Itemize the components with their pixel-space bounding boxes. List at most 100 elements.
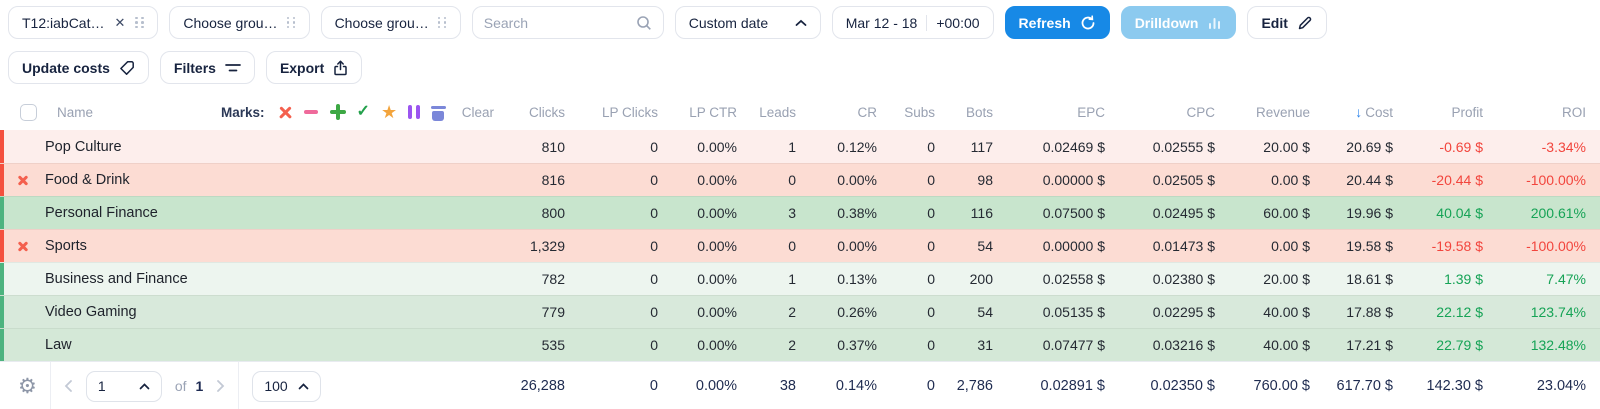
column-header-revenue[interactable]: Revenue: [1255, 104, 1310, 120]
table-row[interactable]: Sports 1,329 0 0.00% 0 0.00% 0 54 0.00000 $ 0.014…: [0, 229, 1600, 262]
cell-profit: -0.69 $: [1439, 138, 1483, 155]
drag-handle-icon[interactable]: [286, 16, 296, 29]
sort-desc-icon: ↓: [1355, 104, 1363, 120]
cell-lp_clicks: 0: [650, 205, 658, 221]
column-header-lp_ctr[interactable]: LP CTR: [689, 104, 737, 120]
cell-bots: 200: [969, 271, 993, 287]
cell-roi: 200.61%: [1530, 205, 1586, 221]
page-number-value: 1: [97, 378, 106, 394]
column-header-profit[interactable]: Profit: [1451, 104, 1483, 120]
cell-roi: -100.00%: [1526, 238, 1586, 254]
column-header-clicks[interactable]: Clicks: [529, 104, 565, 120]
cell-profit: -20.44 $: [1431, 172, 1483, 188]
table-row[interactable]: Food & Drink 816 0 0.00% 0 0.00% 0 98 0.00000 $ 0…: [0, 163, 1600, 196]
date-preset-dropdown[interactable]: Custom date: [674, 6, 821, 39]
cell-bots: 54: [977, 238, 993, 254]
total-roi: 23.04%: [1536, 378, 1586, 394]
cell-lp_clicks: 0: [650, 238, 658, 254]
cell-clicks: 535: [541, 337, 565, 353]
drag-handle-icon[interactable]: [135, 16, 144, 29]
bar-chart-icon: [1209, 18, 1221, 29]
column-header-epc[interactable]: EPC: [1077, 104, 1105, 120]
table-row[interactable]: Law 535 0 0.00% 2 0.37% 0 31 0.07477 $ 0.03216 $ 4…: [0, 328, 1600, 361]
drag-handle-icon[interactable]: [437, 16, 447, 29]
cell-profit: 1.39 $: [1444, 271, 1483, 287]
cell-clicks: 782: [541, 271, 565, 287]
column-header-bots[interactable]: Bots: [965, 104, 993, 120]
export-icon: [334, 60, 348, 75]
date-range-label: Mar 12 - 18: [845, 14, 918, 31]
search-input[interactable]: [483, 14, 628, 31]
cell-lp_ctr: 0.00%: [697, 304, 737, 320]
column-header-cpc[interactable]: CPC: [1186, 104, 1215, 120]
cell-subs: 0: [927, 238, 935, 254]
search-box[interactable]: [471, 6, 664, 39]
table-row[interactable]: Personal Finance 800 0 0.00% 3 0.38% 0 116 0.075…: [0, 196, 1600, 229]
select-all-checkbox[interactable]: [20, 103, 37, 121]
edit-button[interactable]: Edit: [1247, 6, 1327, 39]
column-header-lp_clicks[interactable]: LP Clicks: [601, 104, 658, 120]
cell-cost: 18.61 $: [1346, 271, 1393, 287]
column-header-cr[interactable]: CR: [857, 104, 878, 120]
check-mark-icon[interactable]: ✓: [356, 103, 370, 120]
grouping-token-pill[interactable]: T12:iabCat… ✕: [8, 6, 159, 39]
cell-epc: 0.05135 $: [1042, 304, 1105, 320]
column-header-cost[interactable]: ↓ Cost: [1355, 104, 1393, 120]
column-header-subs[interactable]: Subs: [904, 104, 935, 120]
total-leads: 38: [779, 378, 796, 394]
column-header-roi[interactable]: ROI: [1561, 104, 1586, 120]
cell-cpc: 0.02505 $: [1152, 172, 1215, 188]
cell-subs: 0: [927, 271, 935, 287]
column-header-name[interactable]: Name: [57, 104, 94, 120]
table-row[interactable]: Pop Culture 810 0 0.00% 1 0.12% 0 117 0.02469 $ 0…: [0, 130, 1600, 163]
drilldown-button[interactable]: Drilldown: [1120, 6, 1237, 39]
refresh-button[interactable]: Refresh: [1004, 6, 1110, 39]
prev-page-icon[interactable]: [64, 379, 73, 393]
export-button[interactable]: Export: [265, 51, 363, 84]
next-page-icon[interactable]: [216, 379, 225, 393]
cell-clicks: 779: [541, 304, 565, 320]
cell-cost: 19.58 $: [1346, 238, 1393, 254]
page-size-select[interactable]: 100: [252, 370, 321, 402]
x-mark-icon[interactable]: [278, 105, 293, 120]
choose-group-pill-1[interactable]: Choose grou…: [169, 6, 310, 39]
cell-roi: 132.48%: [1530, 337, 1586, 353]
minus-mark-icon[interactable]: [304, 105, 319, 120]
cell-cost: 17.21 $: [1346, 337, 1393, 353]
cell-bots: 54: [977, 304, 993, 320]
total-lp_clicks: 0: [649, 378, 658, 394]
cell-lp_ctr: 0.00%: [697, 271, 737, 287]
cell-subs: 0: [927, 205, 935, 221]
cell-cpc: 0.03216 $: [1152, 337, 1215, 353]
cell-subs: 0: [927, 304, 935, 320]
page-number-select[interactable]: 1: [85, 370, 162, 402]
plus-mark-icon[interactable]: [329, 104, 346, 120]
cell-profit: 40.04 $: [1436, 205, 1483, 221]
filters-button[interactable]: Filters: [159, 51, 255, 84]
cell-lp_clicks: 0: [650, 271, 658, 287]
cell-cpc: 0.02295 $: [1152, 304, 1215, 320]
clear-marks-button[interactable]: Clear: [461, 104, 494, 120]
table-row[interactable]: Business and Finance 782 0 0.00% 1 0.13% 0 200 0…: [0, 262, 1600, 295]
cell-epc: 0.02469 $: [1042, 138, 1105, 155]
date-range-control[interactable]: Mar 12 - 18 +00:00: [831, 6, 994, 39]
trash-mark-icon[interactable]: [430, 104, 446, 121]
timezone-label: +00:00: [936, 14, 980, 31]
page-size-value: 100: [264, 378, 288, 394]
choose-group-pill-2[interactable]: Choose grou…: [320, 6, 461, 39]
update-costs-button[interactable]: Update costs: [8, 51, 149, 84]
cell-lp_ctr: 0.00%: [697, 337, 737, 353]
table-row[interactable]: Video Gaming 779 0 0.00% 2 0.26% 0 54 0.05135 $ 0…: [0, 295, 1600, 328]
table-header: Name Marks: ✓ ★ Clear Clicks LP Clicks LP C…: [0, 94, 1600, 130]
gear-icon[interactable]: ⚙: [18, 374, 37, 398]
cell-lp_clicks: 0: [650, 138, 658, 155]
date-preset-label: Custom date: [688, 14, 769, 31]
cell-clicks: 800: [541, 205, 565, 221]
close-icon[interactable]: ✕: [114, 14, 126, 30]
column-header-leads[interactable]: Leads: [759, 104, 796, 120]
cell-bots: 117: [970, 138, 993, 155]
pause-mark-icon[interactable]: [408, 105, 420, 119]
cell-clicks: 1,329: [529, 238, 565, 254]
cell-bots: 31: [977, 337, 993, 353]
star-mark-icon[interactable]: ★: [380, 102, 398, 122]
